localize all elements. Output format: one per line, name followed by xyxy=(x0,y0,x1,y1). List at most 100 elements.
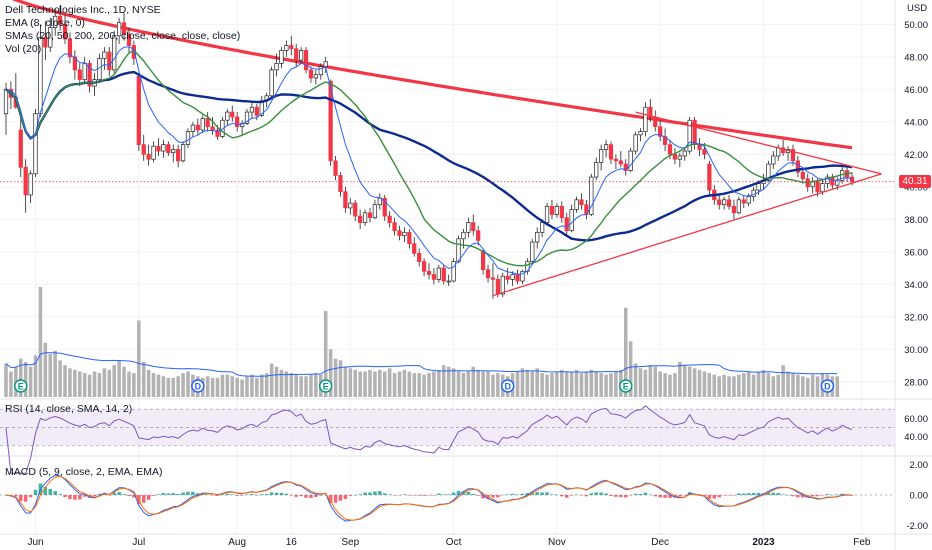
candle-body-up xyxy=(628,150,633,171)
volume-bar xyxy=(658,371,662,397)
candle xyxy=(608,141,614,165)
earnings-event-marker[interactable]: E xyxy=(618,379,633,393)
macd-histogram-bar xyxy=(594,492,599,495)
legend-macd[interactable]: MACD (5, 9, close, 2, EMA, EMA) xyxy=(5,466,163,478)
candle-body-down xyxy=(205,118,210,128)
macd-histogram-bar xyxy=(771,492,776,495)
candle-body-down xyxy=(392,222,397,232)
candle xyxy=(795,155,801,178)
candle xyxy=(810,177,815,194)
macd-histogram-bar xyxy=(279,492,284,495)
macd-histogram-bar xyxy=(132,495,136,498)
dividend-event-marker[interactable]: D xyxy=(820,379,835,393)
candle-body-up xyxy=(225,111,230,121)
candle xyxy=(230,105,235,122)
volume-bar xyxy=(156,374,161,397)
candle-body-up xyxy=(161,144,166,152)
macd-histogram-bar xyxy=(402,494,407,495)
macd-histogram-bar xyxy=(215,495,220,496)
price-tick-label: 36.00 xyxy=(904,247,928,258)
time-axis: Jun Jul Aug 16 Sep Oct Nov Dec 2023 Feb xyxy=(27,537,870,548)
chart-legend: Dell Technologies Inc., 1D, NYSE EMA (8,… xyxy=(5,4,240,56)
candle-body-up xyxy=(771,155,776,165)
volume-bar xyxy=(161,376,166,397)
dividend-event-marker[interactable]: D xyxy=(191,379,205,393)
volume-bar xyxy=(614,371,618,397)
candles xyxy=(3,4,855,299)
candle-body-up xyxy=(687,119,692,152)
macd-histogram-bar xyxy=(368,492,372,495)
candle-body-down xyxy=(741,199,746,204)
legend-smas[interactable]: SMAs (20, 50, 200, 200, close, close, cl… xyxy=(5,30,241,42)
candle xyxy=(225,108,230,126)
rsi-tick-label: 40.00 xyxy=(904,432,928,443)
volume-bar xyxy=(363,371,367,397)
candle-body-down xyxy=(358,215,363,223)
time-tick-label: Jun xyxy=(27,537,43,548)
macd-histogram-bar xyxy=(166,493,171,495)
volume-bar xyxy=(771,376,776,397)
dividend-event-marker[interactable]: D xyxy=(500,379,515,393)
candle xyxy=(28,170,33,204)
macd-histogram-bar xyxy=(712,495,717,499)
time-tick-label: Oct xyxy=(446,537,462,548)
candle xyxy=(18,113,23,178)
volume-bar xyxy=(382,371,387,397)
candle-body-up xyxy=(456,238,461,262)
candle xyxy=(372,199,378,220)
volume-bar xyxy=(368,369,372,397)
candle xyxy=(515,269,520,285)
candle xyxy=(402,227,407,243)
macd-signal-line xyxy=(5,475,853,521)
macd-histogram-bar xyxy=(737,493,741,495)
macd-histogram-bar xyxy=(250,494,254,495)
candle-body-up xyxy=(746,196,751,204)
candle-body-down xyxy=(156,145,161,152)
earnings-event-marker[interactable]: E xyxy=(14,379,28,393)
candle-body-down xyxy=(289,45,294,50)
price-tick-label: 30.00 xyxy=(904,345,928,356)
macd-histogram-bar xyxy=(387,494,392,495)
legend-title[interactable]: Dell Technologies Inc., 1D, NYSE xyxy=(5,4,161,16)
macd-histogram-bar xyxy=(191,491,195,495)
legend-volume[interactable]: Vol (20) xyxy=(5,43,42,55)
macd-histogram-bar xyxy=(196,493,200,495)
candle-body-down xyxy=(485,269,491,279)
candle xyxy=(672,147,678,165)
macd-histogram-bar xyxy=(210,495,215,496)
macd-histogram-bar xyxy=(358,494,362,495)
macd-histogram-bar xyxy=(491,495,495,498)
macd-histogram-bar xyxy=(343,495,348,499)
event-circle xyxy=(14,379,28,393)
candle-body-up xyxy=(677,155,682,160)
candle-body-up xyxy=(362,212,368,223)
volume-bar xyxy=(742,373,746,397)
earnings-event-marker[interactable]: E xyxy=(318,379,333,393)
candle-body-up xyxy=(530,241,535,262)
candle xyxy=(200,115,205,134)
candle-body-down xyxy=(613,158,619,162)
volume-bar xyxy=(550,373,554,397)
candle xyxy=(510,271,515,286)
candle-body-down xyxy=(62,24,68,40)
candle xyxy=(456,235,461,264)
candle-body-up xyxy=(446,280,451,283)
volume-bar xyxy=(574,369,579,397)
volume-bar xyxy=(171,377,176,397)
candle-body-down xyxy=(210,126,215,131)
macd-histogram-bar xyxy=(220,494,225,495)
macd-histogram-bar xyxy=(112,492,116,495)
volume-bar xyxy=(314,373,318,397)
volume-bar xyxy=(392,373,397,397)
legend-rsi[interactable]: RSI (14, close, SMA, 14, 2) xyxy=(5,403,133,415)
volume-bar xyxy=(378,369,382,397)
legend-ema[interactable]: EMA (8, close, 0) xyxy=(5,17,85,29)
candle xyxy=(87,60,92,93)
candle xyxy=(367,207,373,223)
candle-body-up xyxy=(766,163,771,181)
volume-bar xyxy=(412,373,417,397)
macd-histogram-bar xyxy=(117,492,121,495)
candle-body-up xyxy=(633,134,638,152)
